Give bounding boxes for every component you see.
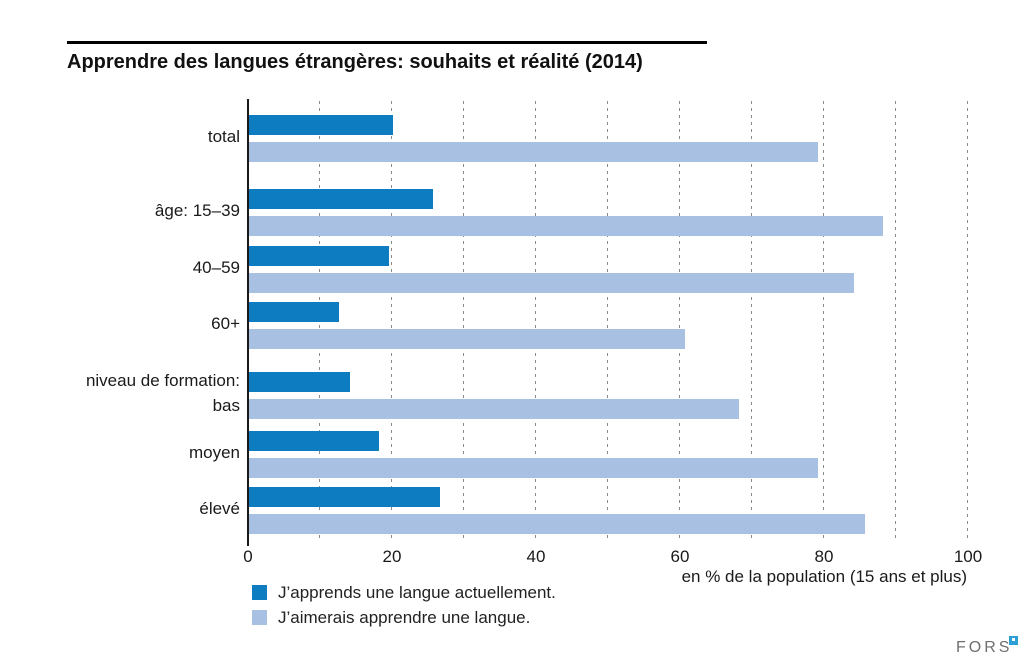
x-tick-label-0: 0 [243, 547, 253, 566]
x-tick-label-20: 20 [382, 547, 402, 566]
legend-item: J’aimerais apprendre une langue. [252, 605, 556, 630]
x-tick-label-60: 60 [670, 547, 690, 566]
gridline-90 [895, 101, 896, 542]
bar-current [249, 487, 440, 507]
bar-wish [249, 216, 883, 236]
gridline-50 [607, 101, 608, 542]
bar-wish [249, 329, 685, 349]
fors-logo-text: FORS [956, 639, 1013, 656]
bar-wish [249, 458, 818, 478]
gridline-20 [391, 101, 392, 542]
gridline-60 [679, 101, 680, 542]
category-label: âge: 15–39 [154, 200, 240, 220]
x-tick-label-80: 80 [814, 547, 834, 566]
bar-current [249, 189, 433, 209]
legend-swatch-current [252, 585, 267, 600]
category-label: élevé [199, 498, 240, 518]
chart-title: Apprendre des langues étrangères: souhai… [67, 51, 643, 73]
gridline-70 [751, 101, 752, 542]
bar-wish [249, 399, 739, 419]
bar-wish [249, 273, 854, 293]
category-label: total [207, 126, 240, 146]
category-label: 60+ [211, 313, 240, 333]
gridline-80 [823, 101, 824, 542]
legend-swatch-wish [252, 610, 267, 625]
bar-current [249, 115, 393, 135]
legend-label-wish: J’aimerais apprendre une langue. [278, 607, 531, 627]
bar-current [249, 246, 390, 266]
bar-current [249, 302, 339, 322]
plot-area [247, 95, 968, 546]
fors-logo-mark-icon [1009, 636, 1018, 645]
fors-logo: FORS [956, 636, 1018, 657]
category-label: niveau de formation: bas [85, 371, 240, 415]
legend: J’apprends une langue actuellement. J’ai… [252, 580, 556, 630]
title-rule [67, 41, 707, 44]
gridline-100 [967, 101, 968, 542]
x-tick-label-40: 40 [526, 547, 546, 566]
x-tick-label-100: 100 [953, 547, 983, 566]
legend-item: J’apprends une langue actuellement. [252, 580, 556, 605]
bar-wish [249, 142, 818, 162]
category-label: 40–59 [192, 257, 240, 277]
gridline-40 [535, 101, 536, 542]
y-axis-line [247, 99, 249, 546]
legend-label-current: J’apprends une langue actuellement. [278, 582, 556, 602]
bar-wish [249, 514, 865, 534]
bar-current [249, 372, 350, 392]
category-label: moyen [188, 442, 240, 462]
bar-current [249, 431, 379, 451]
x-axis-label: en % de la population (15 ans et plus) [681, 567, 967, 586]
gridline-30 [463, 101, 464, 542]
